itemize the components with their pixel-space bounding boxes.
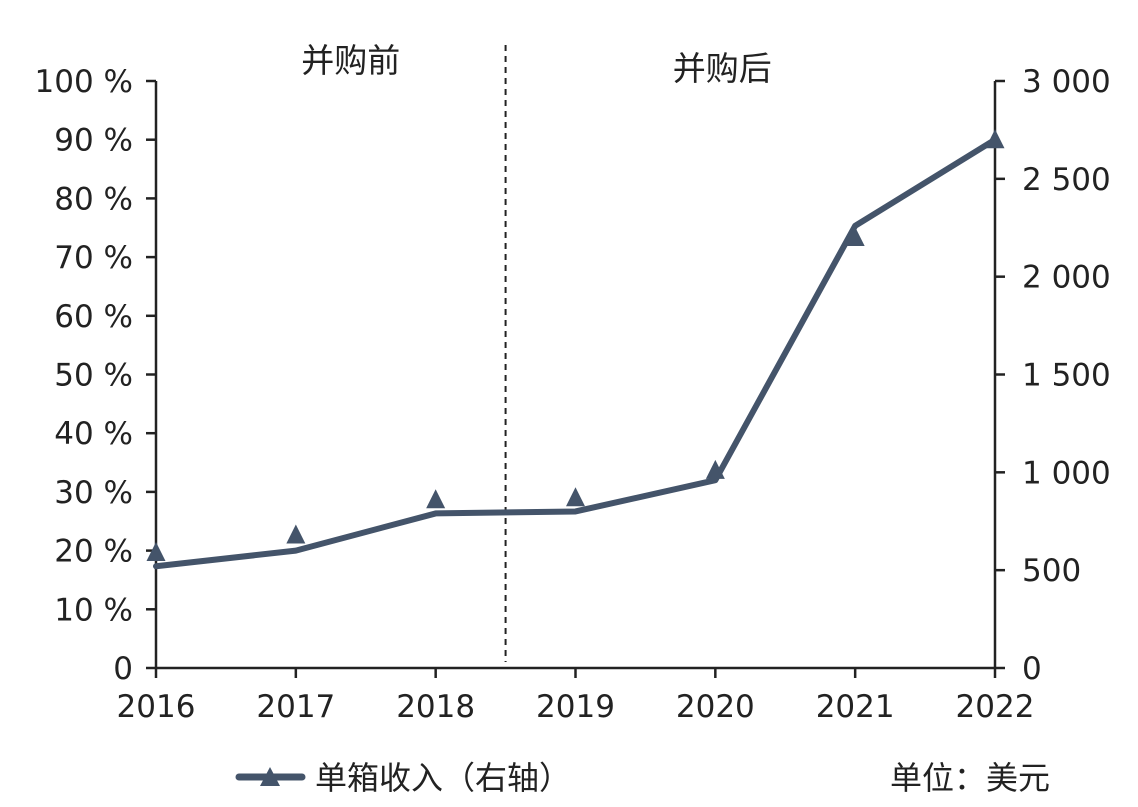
series-revenue-per-box bbox=[146, 129, 1005, 570]
right-tick-label: 1 500 bbox=[1022, 358, 1111, 394]
series-line bbox=[153, 136, 998, 570]
left-tick-label: 0 bbox=[113, 651, 133, 687]
tick-labels: 0 10 % 20 % 30 % 40 % 50 % 60 % 70 % 80 % 90 % 100… bbox=[35, 64, 1111, 725]
left-tick-label: 60 % bbox=[54, 299, 133, 335]
x-tick-label: 2022 bbox=[956, 689, 1035, 725]
x-tick-label: 2019 bbox=[536, 689, 615, 725]
x-tick-label: 2016 bbox=[117, 689, 196, 725]
right-tick-label: 0 bbox=[1022, 651, 1042, 687]
triangle-marker bbox=[426, 489, 446, 509]
right-tick-label: 1 000 bbox=[1022, 455, 1111, 491]
right-tick-label: 500 bbox=[1022, 553, 1081, 589]
x-tick-label: 2021 bbox=[816, 689, 895, 725]
triangle-marker bbox=[705, 459, 725, 479]
x-tick-label: 2017 bbox=[256, 689, 335, 725]
right-tick-label: 2 500 bbox=[1022, 162, 1111, 198]
triangle-marker bbox=[566, 487, 585, 507]
left-tick-label: 40 % bbox=[54, 416, 133, 452]
left-tick-label: 50 % bbox=[54, 358, 133, 394]
left-tick-label: 70 % bbox=[54, 240, 133, 276]
left-tick-label: 90 % bbox=[54, 123, 133, 159]
triangle-marker bbox=[146, 542, 166, 562]
legend-marker-icon bbox=[260, 767, 280, 786]
unit-label: 单位：美元 bbox=[890, 759, 1050, 797]
triangle-marker bbox=[845, 227, 865, 247]
left-tick-label: 20 % bbox=[54, 534, 133, 570]
legend: 单箱收入（右轴） bbox=[235, 759, 571, 797]
left-tick-label: 100 % bbox=[35, 64, 133, 100]
legend-label: 单箱收入（右轴） bbox=[315, 759, 571, 797]
left-tick-label: 30 % bbox=[54, 475, 133, 511]
left-tick-label: 80 % bbox=[54, 181, 133, 217]
right-tick-label: 2 000 bbox=[1022, 260, 1111, 296]
axes bbox=[146, 79, 1005, 678]
x-tick-label: 2020 bbox=[676, 689, 755, 725]
triangle-marker bbox=[286, 524, 306, 544]
annotation-after-merger: 并购后 bbox=[673, 49, 772, 88]
left-tick-label: 10 % bbox=[54, 592, 133, 628]
triangle-marker bbox=[985, 129, 1005, 149]
right-tick-label: 3 000 bbox=[1022, 64, 1111, 100]
annotation-before-merger: 并购前 bbox=[301, 41, 400, 80]
x-tick-label: 2018 bbox=[396, 689, 475, 725]
